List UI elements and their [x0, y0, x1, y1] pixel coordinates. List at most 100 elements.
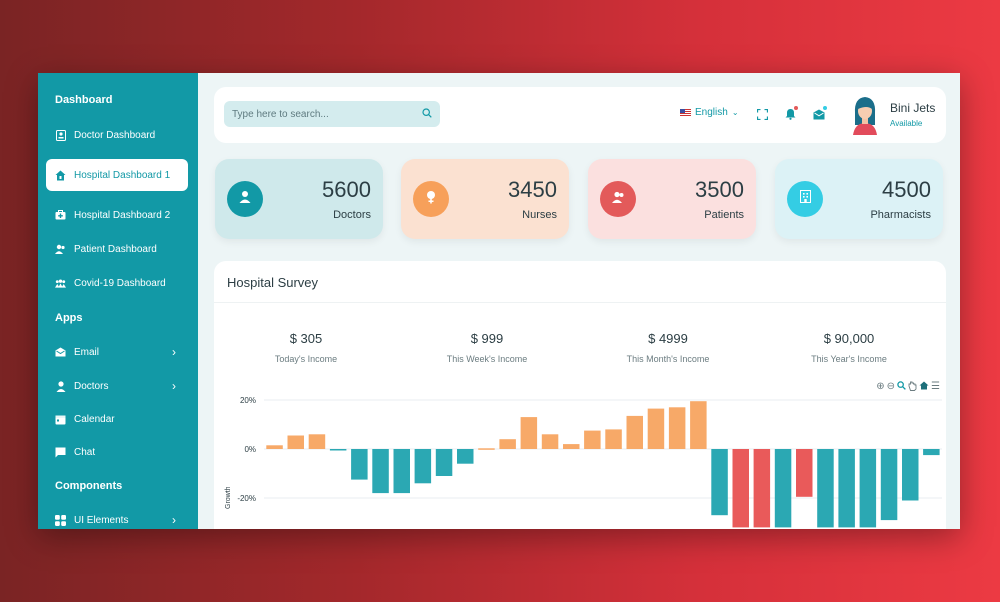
chart-bar[interactable] [351, 449, 368, 480]
us-flag-icon [680, 109, 691, 116]
chart-bar[interactable] [499, 439, 516, 449]
chart-bar[interactable] [457, 449, 474, 464]
chart-bar[interactable] [372, 449, 389, 494]
chart-bar[interactable] [605, 429, 622, 449]
sidebar-item-doctor-dashboard[interactable]: Doctor Dashboard [46, 119, 188, 151]
female-icon [425, 190, 437, 209]
calendar-icon [55, 414, 66, 425]
stat-icon-circle [413, 181, 449, 217]
zoom-out-icon[interactable]: ⊖ [886, 381, 896, 392]
stat-card-nurses: 3450 Nurses [401, 159, 569, 239]
stat-value: 3500 [695, 177, 744, 202]
sidebar-item-label: Calendar [74, 413, 115, 425]
sidebar-item-covid-dashboard[interactable]: Covid-19 Dashboard [46, 267, 188, 299]
mail-dot [823, 106, 827, 110]
language-selector[interactable]: English ⌄ [680, 107, 739, 118]
chart-bar[interactable] [478, 448, 495, 450]
chart-bar[interactable] [414, 449, 432, 484]
users-icon [611, 190, 625, 208]
chat-icon [55, 447, 66, 458]
search-box[interactable] [224, 101, 440, 127]
chart-bar[interactable] [774, 449, 792, 528]
user-name[interactable]: Bini Jets [890, 101, 936, 115]
chart-bar[interactable] [266, 445, 283, 449]
growth-bar-chart: 20% 0% -20% Growth [225, 396, 942, 528]
search-input[interactable] [232, 108, 422, 120]
chart-bar[interactable] [796, 449, 813, 497]
income-value: $ 4999 [648, 331, 688, 346]
sidebar-item-patient-dashboard[interactable]: Patient Dashboard [46, 233, 188, 265]
chart-bar[interactable] [435, 449, 453, 476]
menu-icon[interactable]: ☰ [931, 381, 940, 392]
sidebar-item-calendar[interactable]: Calendar [46, 403, 188, 435]
home-icon[interactable] [919, 381, 929, 394]
income-value: $ 999 [470, 331, 504, 346]
income-label: This Year's Income [811, 354, 887, 364]
stat-label: Pharmacists [870, 209, 931, 221]
income-month: $ 4999 This Month's Income [578, 331, 758, 364]
stat-label: Doctors [333, 209, 371, 221]
chart-bar[interactable] [668, 407, 686, 449]
chart-bar[interactable] [520, 417, 538, 449]
income-today: $ 305 Today's Income [216, 331, 396, 364]
chart-bar[interactable] [690, 401, 707, 449]
top-bar: English ⌄ [214, 87, 946, 143]
chart-bar[interactable] [923, 449, 940, 456]
avatar[interactable] [850, 95, 880, 135]
sidebar-section-apps: Apps [55, 312, 83, 324]
sidebar-item-hospital-dashboard-1[interactable]: Hospital Dashboard 1 [46, 159, 188, 191]
card-title: Hospital Survey [227, 275, 319, 290]
bell-icon[interactable] [782, 106, 798, 122]
sidebar-item-label: Hospital Dashboard 2 [74, 209, 171, 221]
chart-bar[interactable] [541, 434, 559, 449]
chart-bar[interactable] [859, 449, 877, 528]
chart-toolbar: ⊕ ⊖ ☰ [876, 381, 940, 394]
building-icon [799, 190, 811, 208]
sidebar-item-hospital-dashboard-2[interactable]: Hospital Dashboard 2 [46, 199, 188, 231]
magnifier-icon[interactable] [897, 381, 906, 394]
search-icon[interactable] [422, 107, 432, 121]
chart-bar[interactable] [584, 430, 601, 449]
fullscreen-icon[interactable] [754, 106, 770, 122]
sidebar-item-email[interactable]: Email › [46, 336, 188, 368]
chart-bar[interactable] [329, 449, 347, 451]
zoom-in-icon[interactable]: ⊕ [876, 381, 885, 392]
group-icon [55, 278, 66, 289]
language-label: English [695, 107, 728, 118]
chart-bar[interactable] [880, 449, 898, 521]
chart-bar[interactable] [902, 449, 919, 501]
sidebar-item-label: Covid-19 Dashboard [74, 277, 166, 289]
y-axis-label: Growth [225, 486, 232, 509]
pan-hand-icon[interactable] [908, 381, 917, 394]
sidebar-item-ui-elements[interactable]: UI Elements › [46, 504, 188, 529]
chart-bar[interactable] [626, 415, 644, 449]
income-value: $ 305 [289, 331, 323, 346]
y-tick-label: -20% [237, 494, 256, 503]
sidebar-item-chat[interactable]: Chat [46, 436, 188, 468]
house-icon [55, 170, 66, 181]
chart-bar[interactable] [393, 449, 411, 494]
stat-icon-circle [227, 181, 263, 217]
sidebar-item-doctors[interactable]: Doctors › [46, 370, 188, 402]
id-card-icon [55, 129, 66, 141]
mail-icon[interactable] [811, 106, 827, 122]
stat-card-doctors: 5600 Doctors [215, 159, 383, 239]
chart-bar[interactable] [711, 449, 728, 516]
chart-bar[interactable] [732, 449, 750, 528]
users-icon [55, 244, 66, 255]
income-week: $ 999 This Week's Income [397, 331, 577, 364]
sidebar-item-label: Patient Dashboard [74, 243, 157, 255]
chart-bar[interactable] [817, 449, 834, 528]
medkit-icon [55, 210, 66, 221]
income-label: Today's Income [274, 354, 338, 364]
user-icon [55, 380, 66, 392]
stat-icon-circle [787, 181, 823, 217]
chart-bar[interactable] [647, 408, 665, 449]
main-content: English ⌄ [198, 73, 960, 529]
chart-bar[interactable] [563, 444, 580, 449]
grid-icon [55, 514, 66, 526]
chart-bar[interactable] [838, 449, 855, 528]
chart-bar[interactable] [287, 435, 305, 450]
chart-bar[interactable] [753, 449, 771, 528]
chart-bar[interactable] [308, 434, 326, 449]
